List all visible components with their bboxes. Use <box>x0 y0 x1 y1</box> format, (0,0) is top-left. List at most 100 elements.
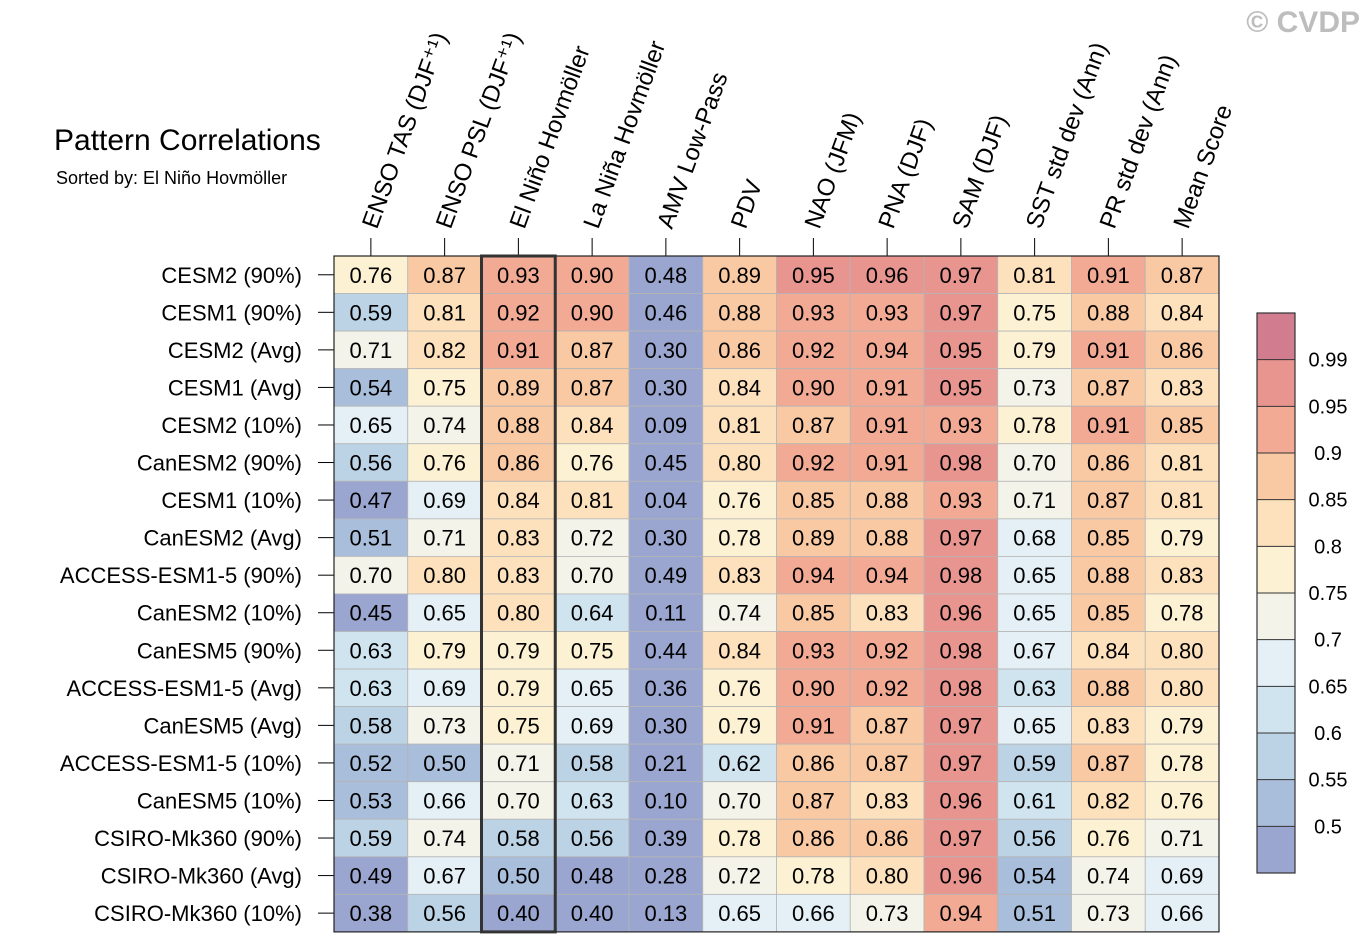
cell-value-label: 0.88 <box>866 526 909 551</box>
cell-value-label: 0.92 <box>866 638 909 663</box>
heatmap-cell <box>923 293 999 332</box>
cell-value-label: 0.39 <box>644 826 687 851</box>
heatmap-cell <box>333 818 409 858</box>
heatmap-cell <box>776 668 851 707</box>
cell-value-label: 0.86 <box>497 451 540 476</box>
cell-value-label: 0.70 <box>497 788 540 813</box>
cell-value-label: 0.84 <box>497 488 540 513</box>
heatmap-cell <box>1144 893 1220 933</box>
heatmap-cell <box>776 743 851 783</box>
cell-value-label: 0.86 <box>792 826 835 851</box>
cell-value-label: 0.94 <box>939 901 982 926</box>
heatmap-cell <box>1071 556 1146 595</box>
watermark: © CVDP <box>1246 6 1360 39</box>
cell-value-label: 0.87 <box>1087 375 1130 400</box>
row-label: CESM2 (Avg) <box>168 338 302 363</box>
heatmap-cell <box>702 593 777 632</box>
cell-value-label: 0.81 <box>1161 451 1204 476</box>
row-label: CESM2 (90%) <box>161 263 302 288</box>
cell-value-label: 0.80 <box>718 451 761 476</box>
heatmap-cell <box>481 893 556 933</box>
cell-value-label: 0.70 <box>1013 451 1056 476</box>
heatmap-cell <box>702 293 777 332</box>
cell-value-label: 0.66 <box>792 901 835 926</box>
cell-value-label: 0.78 <box>1013 413 1056 438</box>
heatmap-cell <box>1071 743 1146 783</box>
colorbar-tick-label: 0.9 <box>1314 443 1342 465</box>
cell-value-label: 0.89 <box>497 375 540 400</box>
cell-value-label: 0.56 <box>423 901 466 926</box>
row-label: CanESM5 (Avg) <box>143 713 302 738</box>
cell-value-label: 0.71 <box>423 526 466 551</box>
cell-value-label: 0.56 <box>349 451 392 476</box>
heatmap-cell <box>554 330 630 370</box>
row-label: CanESM2 (10%) <box>137 601 302 626</box>
colorbar-segment <box>1257 313 1295 360</box>
column-label: Mean Score <box>1168 101 1238 232</box>
cell-value-label: 0.51 <box>1013 901 1056 926</box>
cell-value-label: 0.93 <box>497 263 540 288</box>
cell-value-label: 0.59 <box>349 826 392 851</box>
cell-value-label: 0.69 <box>1161 864 1204 889</box>
colorbar-tick-label: 0.55 <box>1309 770 1348 792</box>
cell-value-label: 0.90 <box>792 375 835 400</box>
cell-value-label: 0.88 <box>866 488 909 513</box>
cell-value-label: 0.87 <box>1087 751 1130 776</box>
cell-value-label: 0.83 <box>866 788 909 813</box>
cell-value-label: 0.76 <box>718 676 761 701</box>
heatmap-cell <box>776 781 851 820</box>
cell-value-label: 0.88 <box>1087 300 1130 325</box>
heatmap-cell <box>776 893 851 933</box>
cell-value-label: 0.72 <box>571 526 614 551</box>
heatmap-cell <box>1071 405 1146 445</box>
cell-value-label: 0.93 <box>792 638 835 663</box>
cell-value-label: 0.68 <box>1013 526 1056 551</box>
heatmap-cell <box>333 706 409 745</box>
cell-value-label: 0.65 <box>718 901 761 926</box>
heatmap-cell <box>1071 593 1146 632</box>
colorbar-tick-label: 0.7 <box>1314 630 1342 652</box>
cell-value-label: 0.94 <box>792 563 835 588</box>
cell-value-label: 0.83 <box>1161 563 1204 588</box>
cell-value-label: 0.73 <box>866 901 909 926</box>
colorbar-tick-label: 0.5 <box>1314 816 1342 838</box>
heatmap-cell <box>702 443 777 482</box>
heatmap-cell <box>333 293 409 332</box>
cell-value-label: 0.50 <box>497 864 540 889</box>
heatmap-cell <box>849 556 925 595</box>
heatmap-cell <box>1071 443 1146 482</box>
heatmap-cell <box>923 593 999 632</box>
heatmap-cell <box>554 743 630 783</box>
heatmap-cell <box>481 668 556 707</box>
colorbar-segment <box>1257 733 1295 780</box>
cell-value-label: 0.85 <box>1161 413 1204 438</box>
heatmap-cell <box>1071 893 1146 933</box>
cell-value-label: 0.87 <box>1087 488 1130 513</box>
cell-value-label: 0.84 <box>718 638 761 663</box>
cell-value-label: 0.63 <box>349 638 392 663</box>
cell-value-label: 0.75 <box>423 375 466 400</box>
heatmap-cell <box>407 706 482 745</box>
heatmap-cell <box>849 893 925 933</box>
heatmap-cell <box>849 743 925 783</box>
row-label: CanESM5 (10%) <box>137 788 302 813</box>
cell-value-label: 0.91 <box>866 451 909 476</box>
colorbar-tick-label: 0.99 <box>1309 350 1348 372</box>
cell-value-label: 0.50 <box>423 751 466 776</box>
column-labels: ENSO TAS (DJF⁺¹)ENSO PSL (DJF⁺¹)El Niño … <box>357 29 1238 232</box>
cell-value-label: 0.56 <box>571 826 614 851</box>
cell-value-label: 0.93 <box>866 300 909 325</box>
column-label: PDV <box>726 176 768 232</box>
cell-value-label: 0.80 <box>866 864 909 889</box>
cell-value-label: 0.11 <box>645 601 686 626</box>
heatmap-cell <box>554 405 630 445</box>
cell-value-label: 0.63 <box>1013 676 1056 701</box>
heatmap-cell <box>702 743 777 783</box>
heatmap-cell <box>481 556 556 595</box>
cell-value-label: 0.59 <box>349 300 392 325</box>
heatmap-cell <box>849 255 925 294</box>
heatmap-cell <box>849 443 925 482</box>
heatmap-frame <box>333 254 1220 934</box>
cell-value-label: 0.38 <box>349 901 392 926</box>
cell-value-label: 0.88 <box>497 413 540 438</box>
